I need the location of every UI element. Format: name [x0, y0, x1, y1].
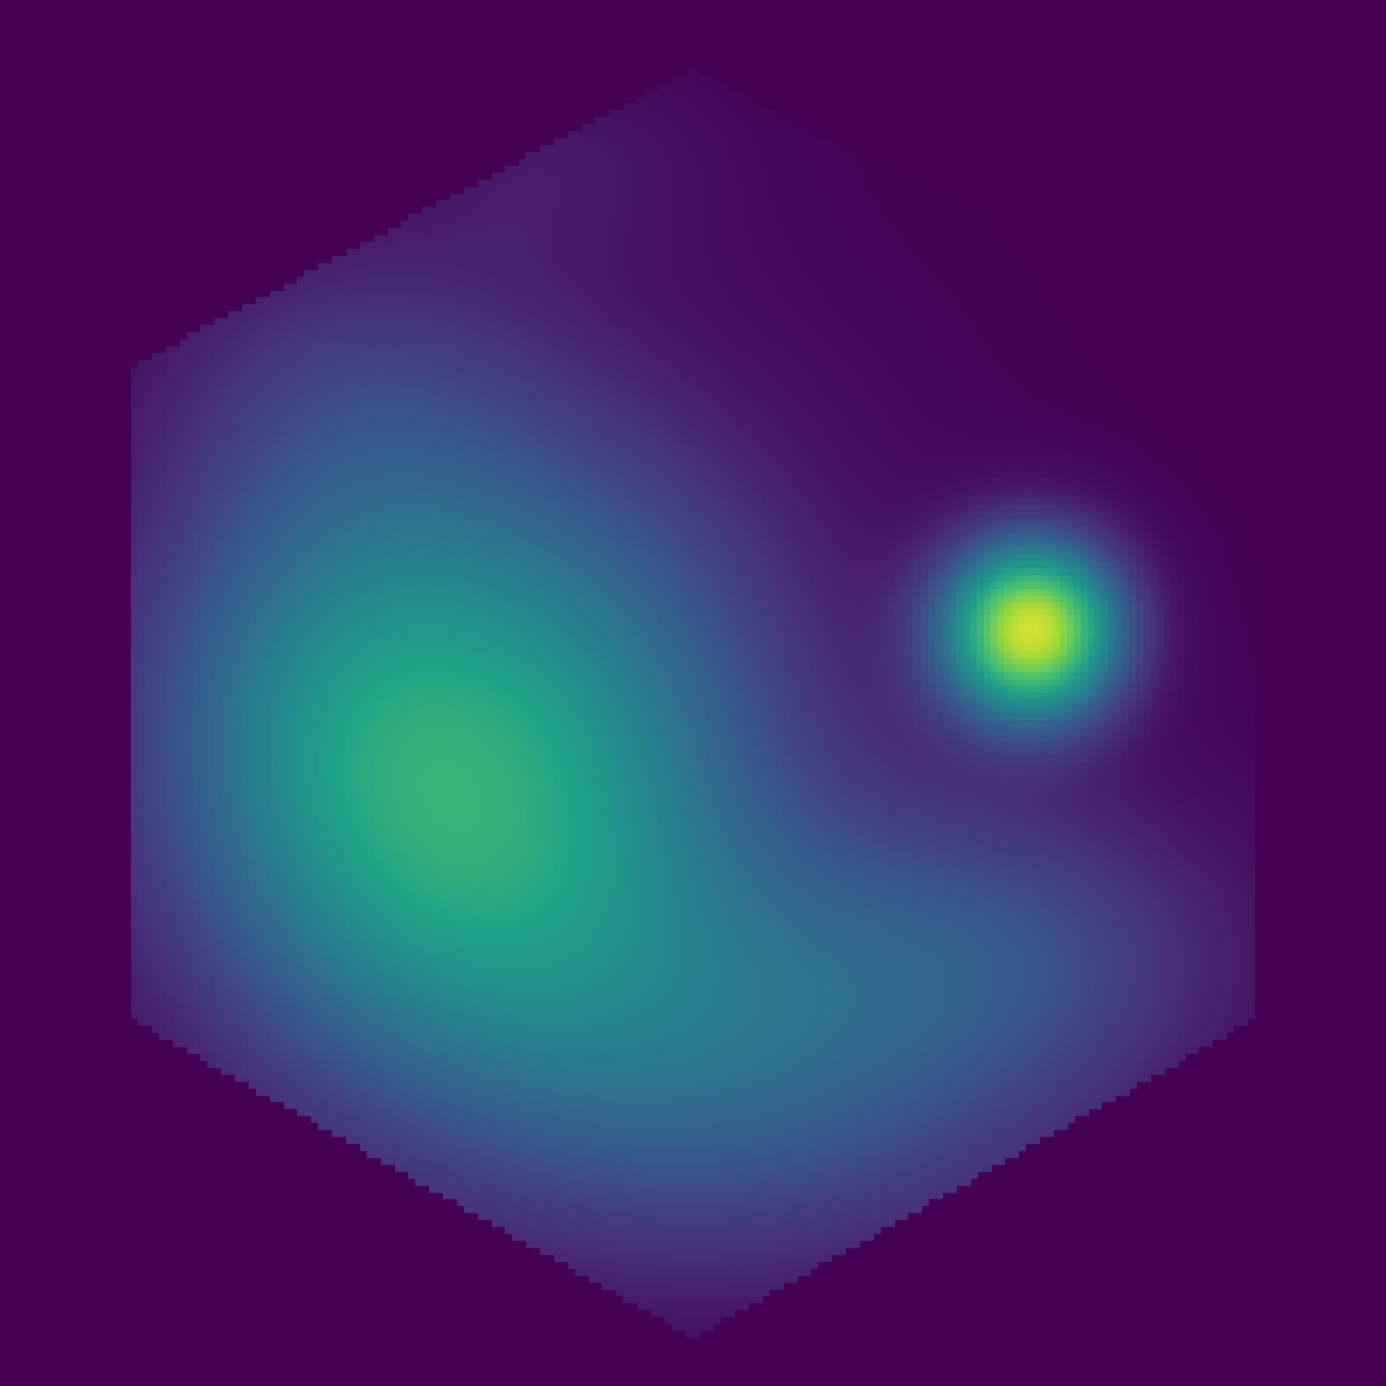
heatmap-plot — [0, 0, 1386, 1386]
